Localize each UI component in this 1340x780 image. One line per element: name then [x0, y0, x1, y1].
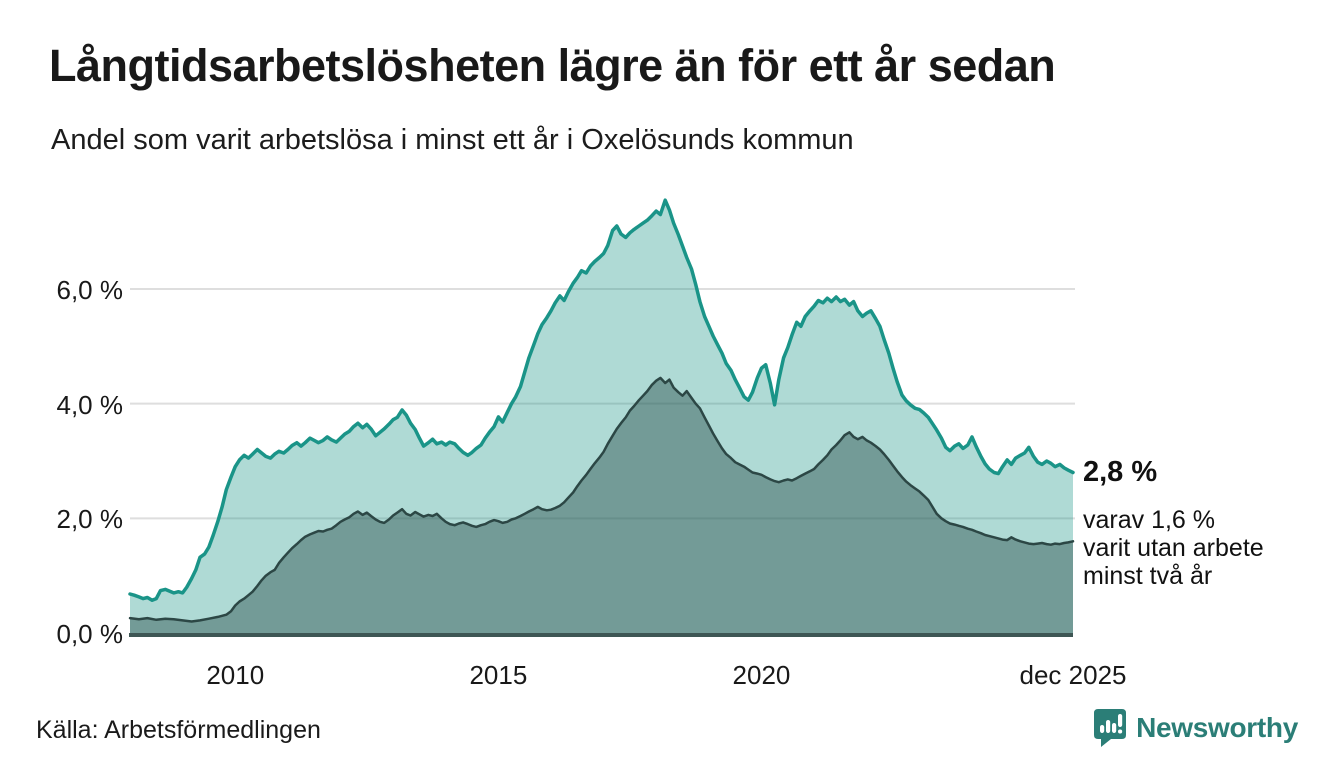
series-line-one-year [128, 198, 1075, 603]
newsworthy-logo-icon [1094, 709, 1127, 747]
y-tick-label: 2,0 % [56, 504, 124, 535]
x-tick-label: 2015 [469, 660, 528, 690]
end-value-sublabel-line: varit utan arbete [1083, 534, 1264, 562]
newsworthy-brand: Newsworthy [1093, 708, 1298, 748]
end-value-sublabel-line: minst två år [1083, 562, 1213, 590]
page-title: Långtidsarbetslösheten lägre än för ett … [49, 40, 1056, 91]
end-value-sublabel: varav 1,6 % varit utan arbete minst två år [1083, 506, 1264, 590]
end-value-label: 2,8 % [1083, 456, 1158, 488]
chart-subtitle: Andel som varit arbetslösa i minst ett å… [51, 124, 854, 156]
y-tick-label: 0,0 % [56, 619, 124, 649]
area-fill-two-years [130, 377, 1073, 633]
y-tick-label: 6,0 % [56, 275, 124, 306]
series-line-two-years [128, 376, 1075, 623]
x-tick-label: dec 2025 [1019, 660, 1127, 690]
x-tick-label: 2020 [732, 660, 791, 690]
source-note: Källa: Arbetsförmedlingen [36, 716, 321, 744]
newsworthy-wordmark: Newsworthy [1136, 712, 1298, 743]
end-value-sublabel-line: varav 1,6 % [1083, 506, 1216, 534]
area-fill-one-year [130, 200, 1073, 633]
x-tick-label: 2010 [206, 660, 265, 690]
y-tick-label: 4,0 % [56, 389, 124, 420]
